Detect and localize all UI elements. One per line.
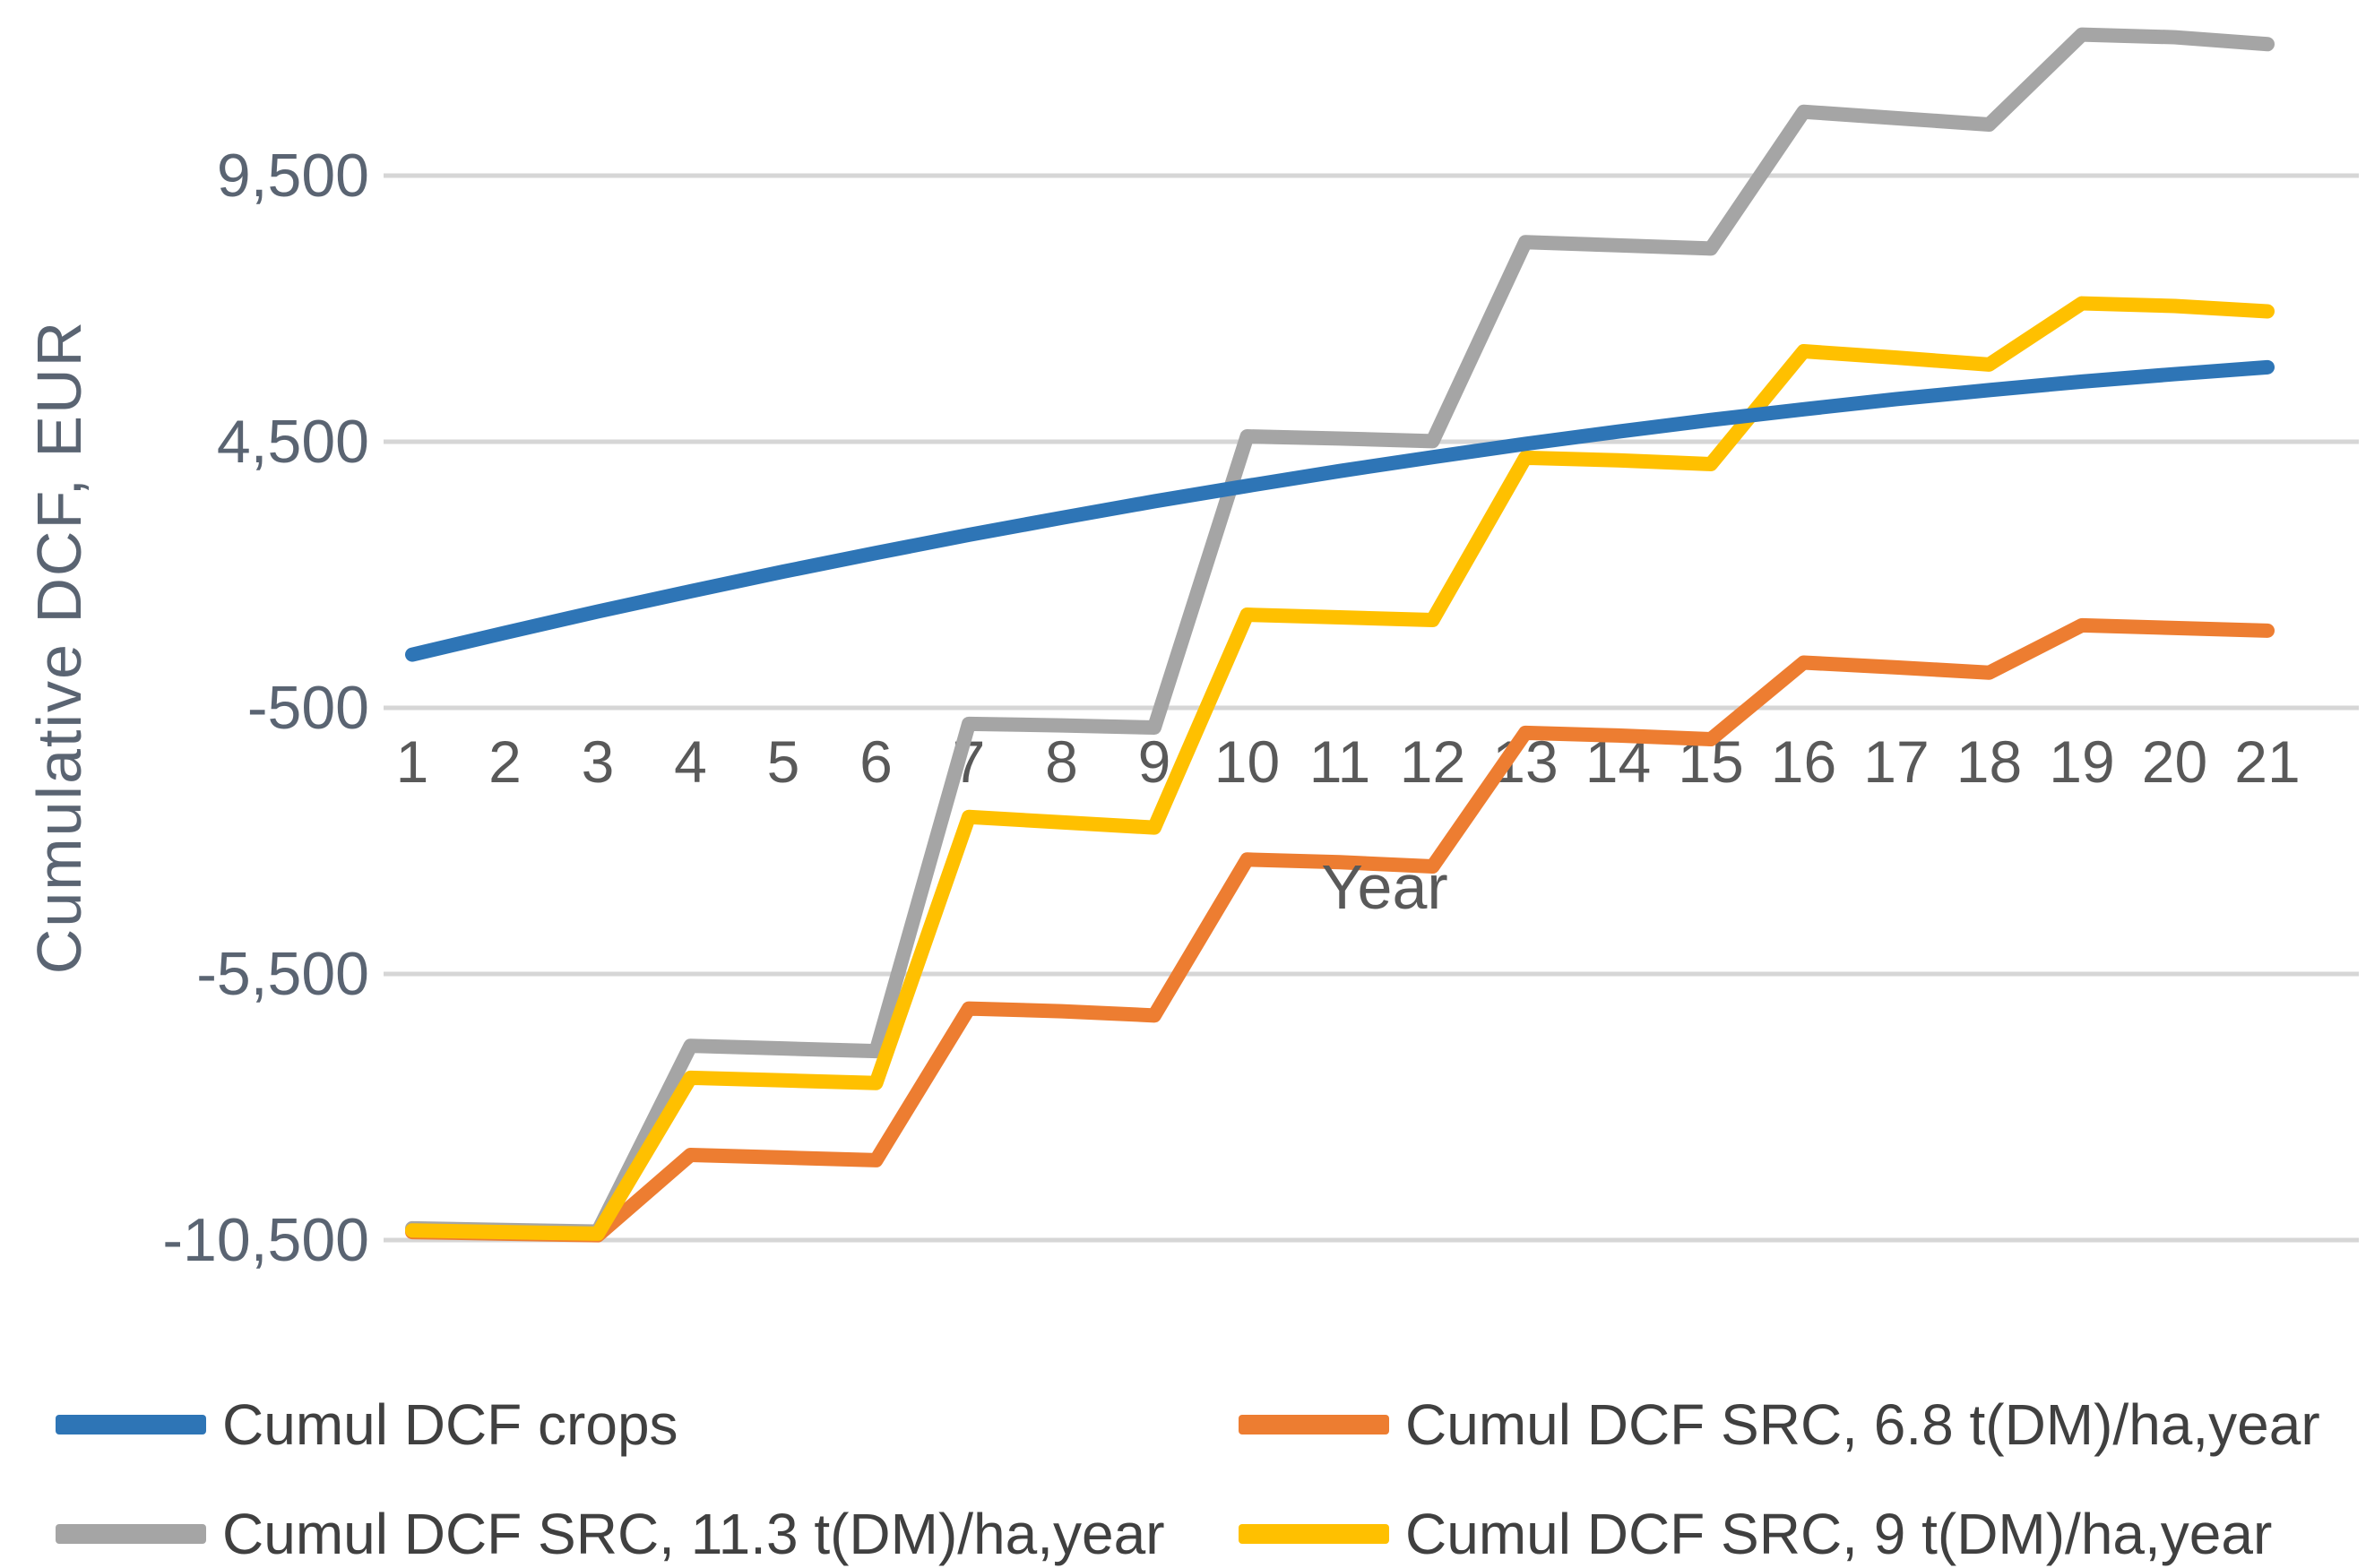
legend-swatch-src-6-8: [1239, 1415, 1389, 1434]
x-tick-label: 10: [1214, 728, 1280, 795]
legend-swatch-crops: [56, 1415, 206, 1434]
series-line-3: [405, 296, 2275, 1241]
legend-item-src-9: Cumul DCF SRC, 9 t(DM)/ha,year: [1239, 1496, 2272, 1568]
series-line-1: [405, 617, 2275, 1243]
x-axis-title: Year: [1321, 852, 1448, 922]
x-tick-label: 16: [1771, 728, 1836, 795]
legend-item-src-6-8: Cumul DCF SRC, 6.8 t(DM)/ha,year: [1239, 1387, 2320, 1462]
y-tick-label: -5,500: [196, 940, 369, 1008]
x-tick-label: 9: [1138, 728, 1171, 795]
y-tick-label: -10,500: [162, 1206, 369, 1274]
x-tick-label: 18: [1956, 728, 2022, 795]
x-tick-label: 6: [859, 728, 893, 795]
series-line-0: [405, 359, 2275, 662]
x-tick-label: 19: [2049, 728, 2114, 795]
x-tick-label: 8: [1045, 728, 1078, 795]
x-tick-label: 21: [2234, 728, 2300, 795]
x-tick-label: 5: [767, 728, 800, 795]
x-tick-label: 20: [2142, 728, 2207, 795]
y-axis-title: Cumulative DCF, EUR: [24, 319, 94, 975]
legend-item-src-11-3: Cumul DCF SRC, 11.3 t(DM)/ha,year: [56, 1496, 1165, 1568]
x-tick-label: 3: [582, 728, 615, 795]
series-line-2: [405, 27, 2275, 1239]
x-tick-label: 11: [1309, 728, 1371, 795]
legend-label-crops: Cumul DCF crops: [222, 1392, 678, 1457]
y-tick-label: -500: [247, 674, 369, 742]
legend-label-src-9: Cumul DCF SRC, 9 t(DM)/ha,year: [1405, 1502, 2273, 1566]
legend-swatch-src-9: [1239, 1524, 1389, 1544]
y-tick-label: 9,500: [217, 142, 369, 210]
x-tick-label: 1: [396, 728, 429, 795]
legend-label-src-11-3: Cumul DCF SRC, 11.3 t(DM)/ha,year: [222, 1502, 1165, 1566]
x-tick-label: 17: [1863, 728, 1929, 795]
x-tick-label: 2: [488, 728, 522, 795]
x-tick-label: 12: [1400, 728, 1465, 795]
y-tick-label: 4,500: [217, 408, 369, 476]
x-tick-label: 4: [674, 728, 707, 795]
legend-item-crops: Cumul DCF crops: [56, 1387, 678, 1462]
legend-label-src-6-8: Cumul DCF SRC, 6.8 t(DM)/ha,year: [1405, 1392, 2320, 1457]
legend-swatch-src-11-3: [56, 1524, 206, 1544]
